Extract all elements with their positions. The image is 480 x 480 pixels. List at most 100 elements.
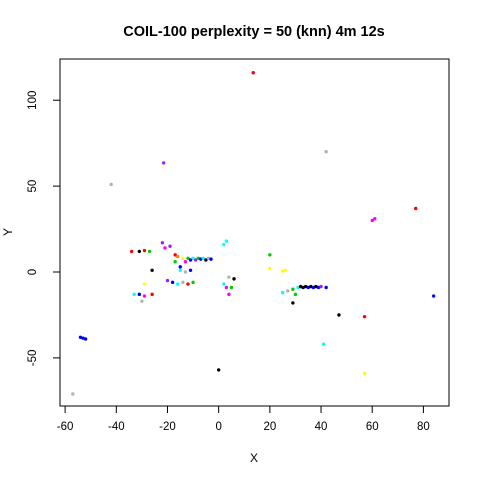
- data-point: [229, 285, 234, 290]
- data-point: [129, 249, 134, 254]
- data-point: [301, 285, 305, 290]
- data-point: [224, 239, 229, 243]
- data-point: [176, 254, 180, 259]
- data-point: [140, 299, 144, 303]
- data-point: [178, 265, 182, 269]
- data-point: [216, 368, 221, 372]
- y-axis: -50 0 50 100: [27, 91, 61, 367]
- y-tick-label: 0: [27, 269, 39, 275]
- data-point: [161, 161, 166, 165]
- x-tick-label: 40: [315, 421, 328, 433]
- data-points: [71, 71, 436, 396]
- data-point: [142, 294, 147, 298]
- data-point: [193, 258, 198, 262]
- x-tick-label: -40: [108, 421, 125, 433]
- data-point: [224, 285, 229, 290]
- data-point: [251, 71, 255, 75]
- data-point: [291, 301, 295, 305]
- data-point: [71, 392, 75, 396]
- data-point: [209, 257, 213, 261]
- data-point: [316, 285, 321, 290]
- y-tick-label: 50: [27, 180, 39, 193]
- x-tick-label: -20: [159, 421, 176, 433]
- data-point: [227, 275, 231, 279]
- x-axis: -60 -40 -20 0 20 40 60 80: [57, 405, 430, 433]
- data-point: [293, 292, 298, 297]
- data-point: [183, 260, 188, 264]
- data-point: [337, 313, 341, 317]
- data-point: [280, 269, 285, 273]
- data-point: [298, 284, 303, 289]
- data-point: [147, 249, 152, 254]
- data-point: [178, 268, 182, 272]
- data-point: [311, 285, 316, 290]
- data-point: [222, 282, 226, 286]
- data-point: [286, 289, 290, 293]
- data-point: [431, 294, 436, 298]
- data-point: [324, 285, 328, 290]
- data-point: [296, 285, 300, 290]
- data-point: [170, 280, 175, 285]
- data-point: [196, 256, 200, 260]
- data-point: [191, 256, 195, 260]
- data-point: [201, 256, 206, 260]
- data-point: [150, 292, 154, 297]
- data-point: [373, 217, 377, 221]
- data-point: [306, 285, 310, 290]
- data-point: [188, 268, 193, 272]
- data-point: [137, 292, 142, 297]
- data-point: [173, 253, 177, 257]
- data-point: [414, 206, 418, 211]
- data-point: [188, 258, 193, 262]
- data-point: [268, 266, 272, 271]
- data-point: [78, 335, 83, 339]
- data-point: [199, 257, 203, 261]
- data-point: [204, 258, 208, 262]
- data-point: [83, 337, 88, 341]
- data-point: [186, 282, 190, 286]
- data-point: [324, 150, 328, 154]
- data-point: [173, 260, 177, 264]
- y-tick-label: 100: [27, 91, 39, 110]
- data-point: [222, 242, 226, 247]
- data-point: [362, 371, 367, 376]
- data-point: [176, 282, 180, 286]
- data-point: [132, 292, 136, 297]
- data-point: [168, 244, 172, 248]
- x-tick-label: -60: [57, 421, 74, 433]
- data-point: [81, 336, 85, 340]
- data-point: [181, 280, 185, 285]
- data-point: [186, 256, 190, 260]
- data-point: [160, 241, 165, 245]
- data-point: [142, 282, 147, 286]
- chart-title: COIL-100 perplexity = 50 (knn) 4m 12s: [123, 24, 385, 40]
- plot-frame: [59, 58, 450, 407]
- data-point: [370, 218, 374, 223]
- data-point: [227, 292, 231, 297]
- data-point: [206, 256, 211, 260]
- data-point: [362, 314, 367, 319]
- y-tick-label: -50: [27, 350, 39, 367]
- data-point: [283, 268, 287, 272]
- x-tick-label: 80: [417, 421, 430, 433]
- data-point: [109, 182, 113, 187]
- data-point: [309, 284, 313, 289]
- data-point: [165, 278, 170, 283]
- data-point: [268, 253, 272, 257]
- data-point: [303, 284, 308, 289]
- data-point: [319, 284, 323, 289]
- data-point: [183, 270, 188, 274]
- x-tick-label: 20: [263, 421, 276, 433]
- data-point: [137, 249, 142, 254]
- data-point: [142, 248, 147, 253]
- data-point: [181, 256, 185, 260]
- data-point: [321, 342, 326, 346]
- x-axis-label: X: [250, 451, 258, 465]
- x-tick-label: 60: [366, 421, 379, 433]
- data-point: [163, 246, 167, 250]
- x-tick-label: 0: [215, 421, 221, 433]
- data-point: [191, 280, 195, 285]
- y-axis-label: Y: [1, 228, 15, 236]
- data-point: [232, 277, 236, 281]
